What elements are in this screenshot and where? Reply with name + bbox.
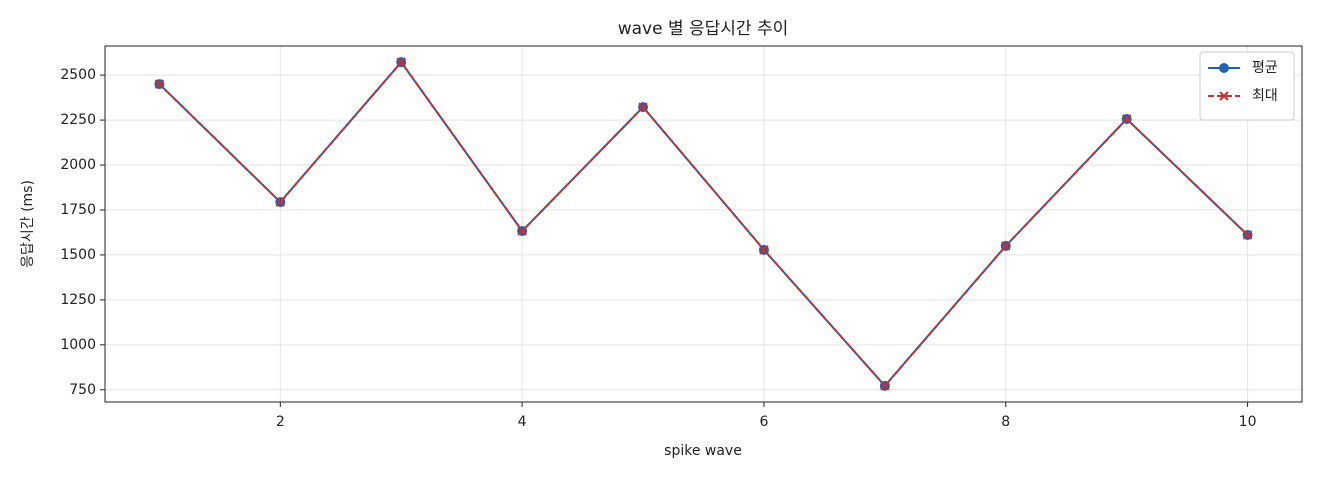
x-tick-label: 6 [759,414,768,430]
y-tick-label: 750 [69,382,96,398]
x-tick-label: 2 [276,414,285,430]
y-tick-label: 1500 [60,247,96,263]
marker [517,226,527,236]
y-tick-label: 2500 [60,67,96,83]
marker [396,57,406,67]
legend-marker [1219,91,1229,101]
legend-box [1199,51,1295,121]
y-tick-label: 2000 [60,157,96,173]
y-tick-label: 2250 [60,112,96,128]
x-tick-label: 8 [1001,414,1010,430]
marker [1001,241,1011,251]
x-tick-label: 4 [518,414,527,430]
series-line [158,60,1249,388]
series-line [158,60,1249,388]
plot-frame [104,45,1303,403]
marker [154,79,165,89]
marker [638,102,648,112]
legend-marker [1219,63,1229,73]
marker [880,381,890,391]
marker [1242,230,1253,240]
legend-label: 최대 [1252,88,1278,104]
y-tick-label: 1000 [60,337,96,353]
y-tick-label: 1250 [60,292,96,308]
y-tick-label: 1750 [60,202,96,218]
legend-label: 평균 [1252,60,1278,76]
marker [1121,114,1132,124]
chart-title: wave 별 응답시간 추이 [618,19,789,39]
y-axis-label: 응답시간 (ms) [20,180,36,268]
marker [759,245,769,255]
marker [275,197,286,207]
x-axis-label: spike wave [664,443,742,459]
x-tick-label: 10 [1239,414,1257,430]
